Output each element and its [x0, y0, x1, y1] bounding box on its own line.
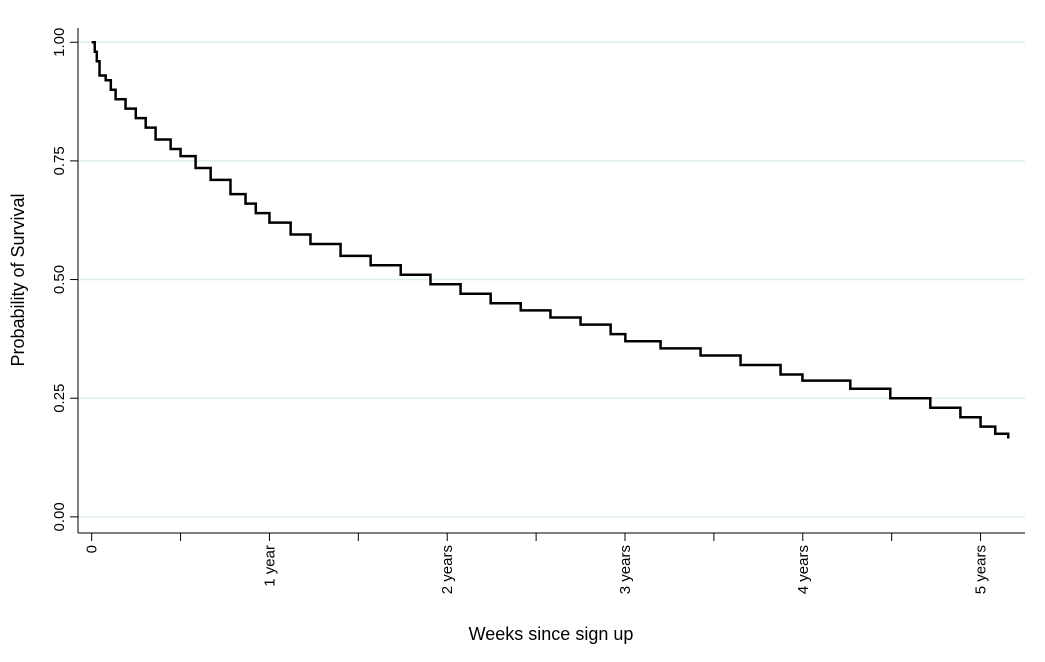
y-axis-title: Probability of Survival: [8, 193, 28, 366]
x-tick-label: 1 year: [261, 545, 278, 587]
x-tick-label: 0: [84, 545, 101, 553]
y-tick-label: 0.25: [51, 384, 68, 413]
x-tick-label: 3 years: [617, 545, 634, 594]
x-axis-title: Weeks since sign up: [469, 624, 634, 644]
x-tick-label: 2 years: [439, 545, 456, 594]
x-tick-label: 4 years: [795, 545, 812, 594]
y-tick-label: 0.75: [51, 146, 68, 175]
y-tick-label: 0.50: [51, 265, 68, 294]
y-tick-label: 0.00: [51, 502, 68, 531]
y-tick-label: 1.00: [51, 28, 68, 57]
survival-curve: [91, 40, 1010, 439]
x-tick-label: 5 years: [973, 545, 990, 594]
